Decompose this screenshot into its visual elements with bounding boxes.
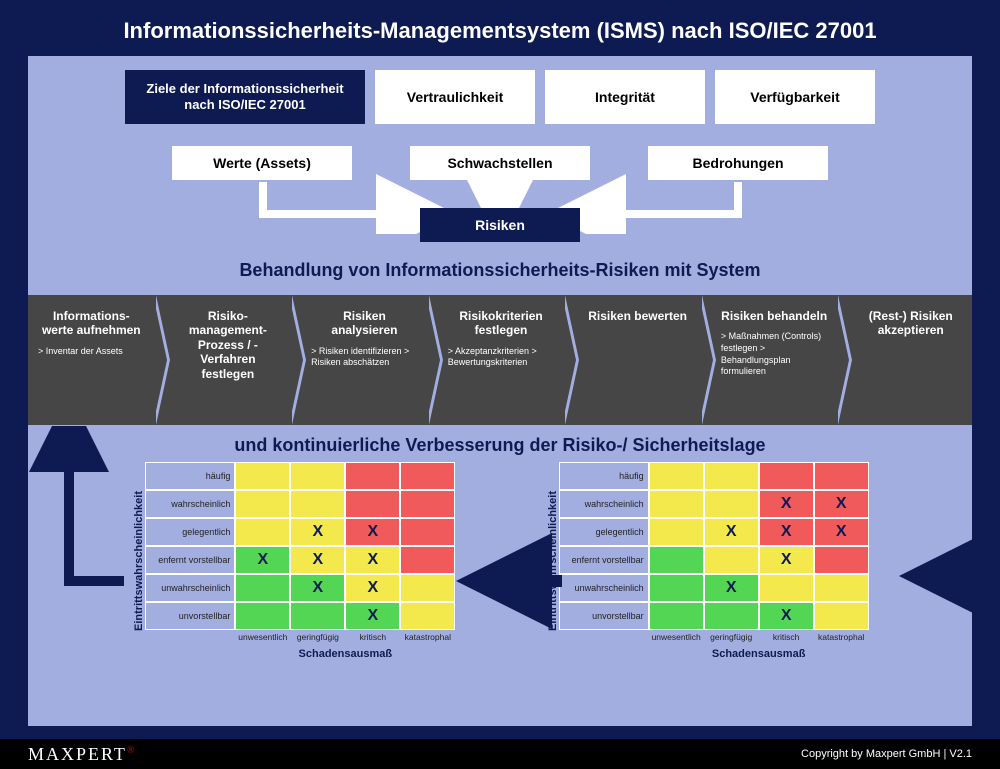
matrix-rowlabel: gelegentlich	[559, 518, 649, 546]
process-step-3: Risikokriterien festlegen> Akzeptanzkrit…	[426, 295, 563, 425]
diagram-canvas: Ziele der Informationssicherheit nach IS…	[28, 56, 972, 726]
matrix-collabel: kritisch	[345, 630, 400, 642]
matrix-cell	[649, 490, 704, 518]
process-step-1: Risiko- management- Prozess / -Verfahren…	[153, 295, 290, 425]
matrix-rowlabel: wahrscheinlich	[559, 490, 649, 518]
matrix-rowlabel: unwahrscheinlich	[559, 574, 649, 602]
matrix-cell	[649, 574, 704, 602]
matrix-cell	[290, 602, 345, 630]
matrix-cell	[400, 490, 455, 518]
goal-vertraulichkeit: Vertraulichkeit	[375, 70, 535, 124]
matrix-rowlabel: enfernt vorstellbar	[145, 546, 235, 574]
matrix-cell	[704, 546, 759, 574]
box-werte: Werte (Assets)	[172, 146, 352, 180]
matrix-rowlabel: enfernt vorstellbar	[559, 546, 649, 574]
matrix-cell	[235, 490, 290, 518]
matrix-cell: X	[290, 546, 345, 574]
matrix-left: Eintrittswahrscheinlichkeithäufigwahrsch…	[131, 462, 455, 660]
box-bedrohungen: Bedrohungen	[648, 146, 828, 180]
matrix-cell	[814, 546, 869, 574]
matrix-cell: X	[704, 574, 759, 602]
matrix-collabel: unwesentlich	[649, 630, 704, 642]
matrix-cell	[704, 490, 759, 518]
goal-verfuegbarkeit: Verfügbarkeit	[715, 70, 875, 124]
matrix-cell	[400, 574, 455, 602]
matrix-cell	[814, 574, 869, 602]
matrix-cell	[400, 602, 455, 630]
process-row: Informations- werte aufnehmen> Inventar …	[28, 295, 972, 425]
subtitle-1: Behandlung von Informationssicherheits-R…	[42, 260, 958, 281]
matrix-cell	[649, 462, 704, 490]
matrix-cell: X	[345, 602, 400, 630]
matrix-cell	[759, 462, 814, 490]
matrix-rowlabel: häufig	[145, 462, 235, 490]
matrix-rowlabel: unvorstellbar	[145, 602, 235, 630]
matrix-cell	[400, 546, 455, 574]
matrix-cell	[649, 518, 704, 546]
matrix-cell	[814, 462, 869, 490]
matrix-cell	[759, 574, 814, 602]
matrix-cell	[235, 574, 290, 602]
matrix-cell: X	[345, 518, 400, 546]
goal-integritaet: Integrität	[545, 70, 705, 124]
matrix-collabel: kritisch	[759, 630, 814, 642]
matrix-collabel: katastrophal	[814, 630, 869, 642]
matrix-cell	[235, 462, 290, 490]
matrix-rowlabel: unwahrscheinlich	[145, 574, 235, 602]
process-step-4: Risiken bewerten	[562, 295, 699, 425]
matrix-xlabel: Schadensausmaß	[235, 648, 455, 660]
matrix-cell	[649, 602, 704, 630]
box-risiken: Risiken	[420, 208, 580, 242]
copyright: Copyright by Maxpert GmbH | V2.1	[801, 748, 972, 760]
matrix-cell: X	[345, 574, 400, 602]
matrix-cell	[290, 490, 345, 518]
matrix-rowlabel: unvorstellbar	[559, 602, 649, 630]
matrix-ylabel: Eintrittswahrscheinlichkeit	[545, 491, 559, 631]
process-step-5: Risiken behandeln> Maßnahmen (Controls) …	[699, 295, 836, 425]
matrix-collabel: unwesentlich	[235, 630, 290, 642]
process-step-2: Risiken analysieren> Risiken identifizie…	[289, 295, 426, 425]
matrix-right: Eintrittswahrscheinlichkeithäufigwahrsch…	[545, 462, 869, 660]
process-step-6: (Rest-) Risiken akzeptieren	[835, 295, 972, 425]
matrix-cell	[814, 602, 869, 630]
matrix-cell: X	[290, 574, 345, 602]
matrix-cell	[704, 602, 759, 630]
matrix-cell: X	[759, 546, 814, 574]
matrix-cell: X	[759, 518, 814, 546]
matrix-cell: X	[235, 546, 290, 574]
matrix-xlabel: Schadensausmaß	[649, 648, 869, 660]
matrix-cell	[235, 602, 290, 630]
matrix-cell	[235, 518, 290, 546]
matrix-cell	[290, 462, 345, 490]
matrix-ylabel: Eintrittswahrscheinlichkeit	[131, 491, 145, 631]
matrix-cell: X	[704, 518, 759, 546]
matrix-cell: X	[345, 546, 400, 574]
matrix-rowlabel: gelegentlich	[145, 518, 235, 546]
matrix-rowlabel: wahrscheinlich	[145, 490, 235, 518]
matrix-cell	[345, 490, 400, 518]
matrix-cell	[400, 518, 455, 546]
matrix-cell	[704, 462, 759, 490]
page-title: Informationssicherheits-Managementsystem…	[0, 0, 1000, 56]
matrix-cell: X	[759, 602, 814, 630]
matrix-rowlabel: häufig	[559, 462, 649, 490]
matrix-collabel: geringfügig	[290, 630, 345, 642]
matrix-collabel: katastrophal	[400, 630, 455, 642]
subtitle-2: und kontinuierliche Verbesserung der Ris…	[42, 435, 958, 456]
ziele-box: Ziele der Informationssicherheit nach IS…	[125, 70, 365, 124]
matrix-cell	[649, 546, 704, 574]
logo: MAXPERT®	[28, 744, 137, 765]
box-schwachstellen: Schwachstellen	[410, 146, 590, 180]
process-step-0: Informations- werte aufnehmen> Inventar …	[28, 295, 153, 425]
matrix-cell: X	[814, 518, 869, 546]
matrix-cell: X	[290, 518, 345, 546]
matrix-cell: X	[759, 490, 814, 518]
matrix-cell	[345, 462, 400, 490]
matrix-cell: X	[814, 490, 869, 518]
matrix-collabel: geringfügig	[704, 630, 759, 642]
matrix-cell	[400, 462, 455, 490]
footer: MAXPERT® Copyright by Maxpert GmbH | V2.…	[0, 739, 1000, 769]
